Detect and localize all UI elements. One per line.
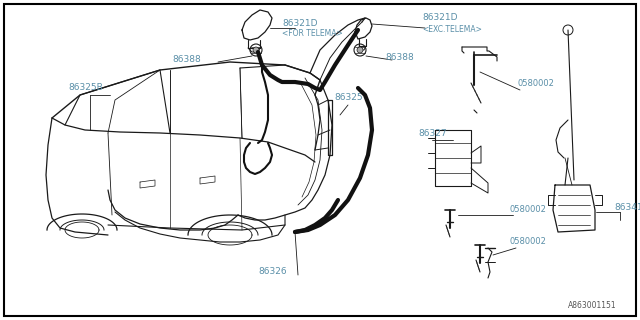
Text: 86388: 86388 bbox=[385, 53, 413, 62]
Text: 86388: 86388 bbox=[172, 55, 201, 65]
Text: 86321D: 86321D bbox=[282, 20, 317, 28]
Circle shape bbox=[357, 47, 363, 53]
Text: 86341: 86341 bbox=[614, 204, 640, 212]
Text: 86321D: 86321D bbox=[422, 13, 458, 22]
Circle shape bbox=[253, 47, 259, 53]
Text: 0580002: 0580002 bbox=[518, 78, 555, 87]
Text: 86325B: 86325B bbox=[68, 84, 103, 92]
Text: 86327: 86327 bbox=[418, 129, 447, 138]
Text: <FOR TELEMA>: <FOR TELEMA> bbox=[282, 29, 343, 38]
Text: 86326: 86326 bbox=[258, 268, 287, 276]
Text: A863001151: A863001151 bbox=[568, 300, 616, 309]
Text: <EXC.TELEMA>: <EXC.TELEMA> bbox=[422, 25, 482, 34]
Text: 0580002: 0580002 bbox=[510, 237, 547, 246]
Text: 86325: 86325 bbox=[334, 93, 363, 102]
Text: 0580002: 0580002 bbox=[510, 205, 547, 214]
